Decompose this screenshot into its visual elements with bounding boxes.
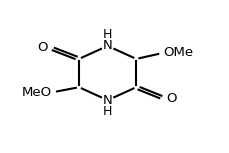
Text: OMe: OMe <box>163 46 193 59</box>
Text: N: N <box>103 95 112 107</box>
Text: H: H <box>103 28 112 41</box>
Text: H: H <box>103 105 112 118</box>
Text: N: N <box>103 39 112 52</box>
Text: MeO: MeO <box>22 86 52 99</box>
Text: O: O <box>38 41 48 54</box>
Text: O: O <box>166 92 177 105</box>
